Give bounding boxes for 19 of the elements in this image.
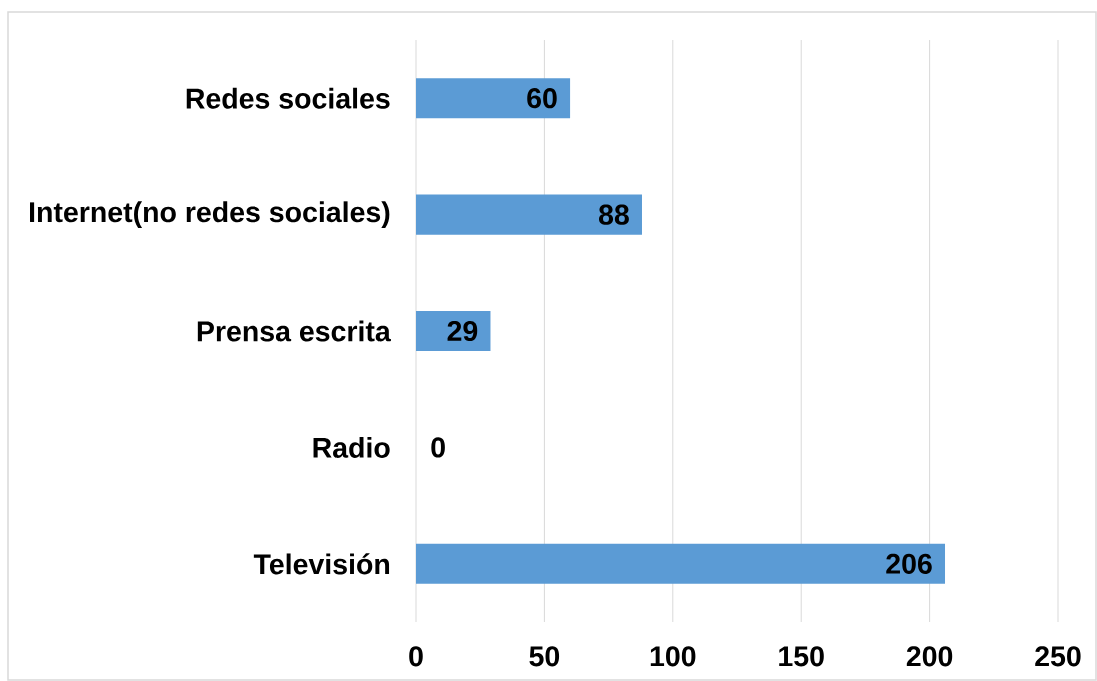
data-label: 0 (431, 437, 445, 458)
y-tick-label: Radio (313, 436, 390, 458)
data-label: 60 (527, 88, 557, 109)
y-tick-label: Prensa escrita (197, 320, 391, 342)
y-tick-label: Redes sociales (186, 87, 390, 109)
y-tick-label: Internet(no redes sociales) (30, 201, 390, 228)
data-label: 29 (447, 320, 478, 342)
x-tick-label: 200 (906, 646, 953, 667)
x-tick-label: 150 (779, 646, 824, 667)
y-tick-label: Televisión (253, 553, 390, 575)
x-tick-label: 50 (529, 646, 560, 667)
data-label: 88 (599, 204, 629, 225)
bar (416, 78, 571, 119)
bar (416, 194, 642, 235)
x-tick-label: 100 (650, 646, 696, 667)
x-tick-label: 250 (1035, 646, 1081, 667)
data-label: 206 (886, 553, 932, 574)
bar (416, 543, 946, 584)
x-tick-label: 0 (409, 646, 423, 667)
